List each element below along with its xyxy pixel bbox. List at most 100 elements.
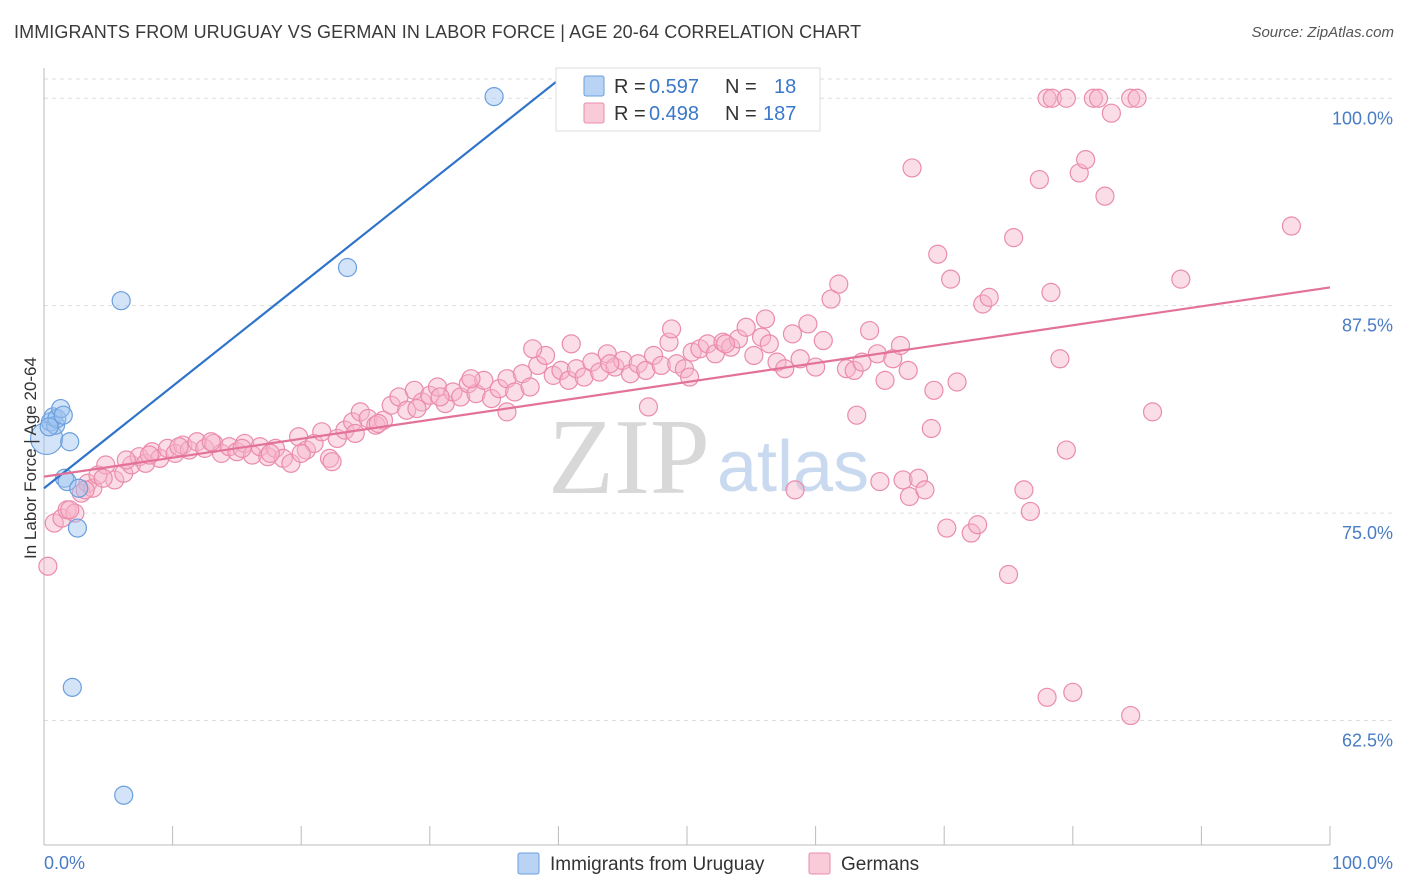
germans-point-145: [1083, 88, 1103, 108]
germans-point-166: [461, 369, 481, 389]
germans-point-144: [1095, 186, 1115, 206]
source-credit: Source: ZipAtlas.com: [1251, 24, 1394, 41]
germans-point-133: [1041, 282, 1061, 303]
uruguay-trend-line: [43, 79, 560, 490]
germans-point-106: [844, 360, 864, 381]
germans-point-120: [915, 480, 935, 500]
germans-point-94: [751, 327, 772, 347]
series-uruguay: [29, 86, 504, 805]
germans-point-149: [1127, 88, 1147, 108]
germans-point-80: [643, 345, 664, 366]
legend-label-uruguay: Immigrants from Uruguay: [550, 854, 765, 875]
germans-point-157: [755, 309, 776, 329]
stats-r-value-uruguay: 0.597: [649, 76, 699, 98]
germans-point-176: [169, 437, 189, 457]
germans-point-173: [260, 443, 280, 463]
germans-point-103: [821, 289, 841, 309]
germans-point-116: [870, 471, 890, 492]
germans-point-104: [829, 274, 849, 294]
germans-point-150: [1056, 88, 1076, 108]
germans-point-46: [381, 395, 401, 415]
germans-point-167: [430, 387, 450, 407]
chart-title: IMMIGRANTS FROM URUGUAY VS GERMAN IN LAB…: [14, 22, 862, 42]
watermark: ZIP atlas: [548, 398, 869, 517]
germans-point-102: [813, 330, 833, 351]
uruguay-point-16: [484, 86, 504, 107]
germans-point-129: [998, 564, 1019, 585]
germans-point-155: [1063, 682, 1083, 702]
uruguay-point-13: [111, 291, 131, 311]
germans-point-42: [350, 402, 370, 422]
germans-point-121: [921, 418, 941, 439]
germans-point-98: [782, 324, 803, 344]
germans-point-131: [1014, 480, 1034, 500]
germans-point-95: [759, 334, 779, 354]
stats-r-value-germans: 0.498: [649, 103, 699, 125]
germans-point-137: [928, 244, 948, 264]
stats-r-label-germans: R =: [614, 103, 646, 125]
germans-point-30: [258, 447, 278, 467]
series-germans: [38, 88, 1302, 726]
germans-point-64: [520, 377, 540, 397]
germans-point-139: [1029, 169, 1049, 190]
x-tick-label-1: 100.0%: [1332, 853, 1393, 873]
germans-point-100: [798, 314, 818, 334]
germans-point-180: [75, 480, 95, 500]
germans-point-71: [574, 367, 594, 387]
axes: [43, 68, 1331, 846]
germans-point-163: [561, 334, 581, 354]
germans-point-146: [1088, 88, 1109, 108]
germans-point-68: [551, 360, 571, 381]
germans-point-160: [661, 319, 682, 339]
germans-point-43: [358, 408, 378, 429]
germans-point-59: [481, 389, 502, 409]
germans-point-56: [458, 374, 478, 394]
uruguay-point-15: [337, 257, 358, 278]
germans-point-143: [1076, 150, 1096, 170]
germans-point-161: [638, 397, 659, 417]
uruguay-point-17: [39, 417, 59, 437]
germans-point-114: [785, 480, 805, 500]
germans-point-36: [304, 433, 324, 454]
germans-point-138: [902, 158, 922, 178]
germans-point-170: [345, 423, 365, 444]
germans-point-119: [908, 468, 929, 488]
germans-point-21: [187, 432, 207, 452]
germans-point-0: [38, 556, 58, 576]
germans-point-147: [1101, 103, 1121, 123]
germans-point-179: [93, 468, 113, 488]
germans-point-158: [715, 334, 736, 354]
germans-point-126: [968, 515, 988, 535]
stats-n-value-uruguay: 18: [774, 76, 796, 98]
germans-point-99: [790, 349, 810, 369]
germans-point-108: [860, 320, 880, 341]
stats-n-label-germans: N =: [725, 103, 757, 125]
germans-point-93: [744, 345, 764, 366]
stats-n-value-germans: 187: [763, 103, 796, 125]
stats-n-label-uruguay: N =: [725, 76, 757, 98]
germans-point-35: [296, 440, 316, 460]
germans-point-128: [979, 287, 999, 307]
germans-point-113: [898, 360, 918, 381]
uruguay-point-7: [60, 432, 80, 452]
legend-swatch-germans: [808, 852, 831, 875]
germans-point-96: [767, 352, 787, 372]
germans-point-117: [893, 470, 913, 490]
germans-point-110: [875, 370, 895, 390]
germans-point-165: [497, 402, 517, 422]
germans-point-91: [728, 329, 749, 349]
germans-point-69: [559, 370, 579, 390]
germans-point-132: [1020, 501, 1040, 522]
germans-point-50: [412, 392, 432, 412]
uruguay-point-10: [69, 478, 89, 498]
germans-point-122: [924, 380, 944, 400]
y-tick-label-1: 75.0%: [1342, 523, 1393, 543]
germans-point-152: [1281, 216, 1302, 236]
germans-point-169: [368, 413, 388, 434]
germans-point-49: [404, 380, 424, 400]
germans-point-62: [505, 382, 525, 402]
tick-labels: 62.5% 75.0% 87.5% 100.0% 0.0% 100.0%: [44, 108, 1393, 873]
germans-point-140: [1037, 88, 1057, 108]
y-tick-label-3: 100.0%: [1332, 108, 1393, 128]
